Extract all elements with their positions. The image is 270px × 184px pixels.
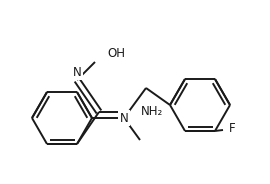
- Text: OH: OH: [107, 47, 125, 61]
- Text: N: N: [120, 112, 128, 125]
- Text: NH₂: NH₂: [141, 105, 163, 118]
- Text: F: F: [229, 123, 236, 135]
- Text: N: N: [73, 66, 81, 79]
